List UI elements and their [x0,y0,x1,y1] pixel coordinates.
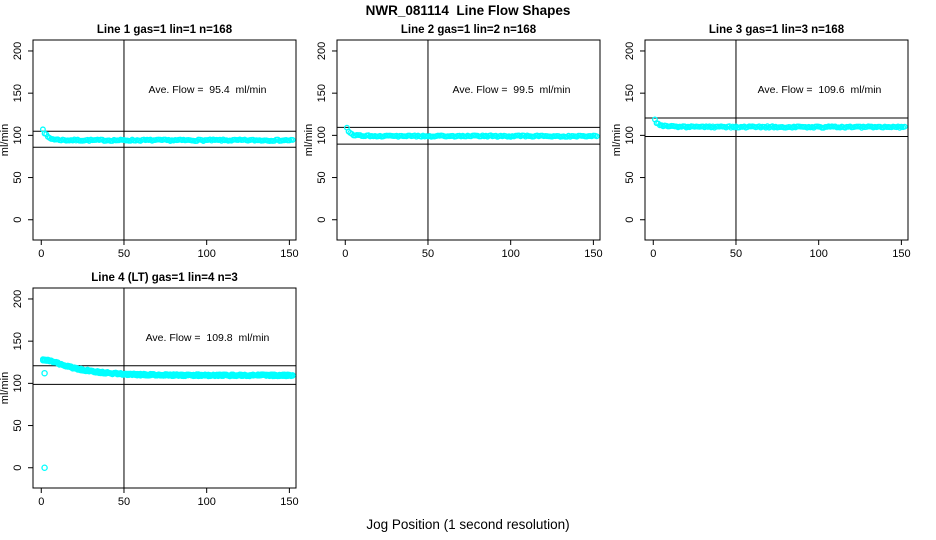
plot3-title: Line 3 gas=1 lin=3 n=168 [708,24,845,36]
plot4-title: Line 4 (LT) gas=1 lin=4 n=3 [91,272,238,284]
plot4-canvas: 0 50 100 150 0 50 100 150 200 ml/min [0,287,299,508]
figure-title: NWR_081114 Line Flow Shapes [365,3,571,18]
svg-text:50: 50 [316,171,328,183]
svg-text:150: 150 [12,84,24,102]
svg-text:100: 100 [12,374,24,392]
plot3-ave-flow-label: Ave. Flow = 109.6 ml/min [757,84,882,96]
svg-text:200: 200 [12,290,24,308]
svg-text:200: 200 [12,42,24,60]
svg-text:0: 0 [316,217,328,223]
svg-text:100: 100 [809,248,827,260]
svg-text:150: 150 [280,248,298,260]
svg-text:200: 200 [316,42,328,60]
svg-text:100: 100 [197,248,215,260]
svg-text:50: 50 [730,248,742,260]
svg-text:0: 0 [38,496,44,508]
svg-text:ml/min: ml/min [304,124,315,156]
svg-text:100: 100 [197,496,215,508]
plot4-ave-flow-label: Ave. Flow = 109.8 ml/min [145,332,270,344]
svg-text:50: 50 [624,171,636,183]
plot1-title: Line 1 gas=1 lin=1 n=168 [96,24,233,36]
plot2-ave-flow-label: Ave. Flow = 99.5 ml/min [452,84,571,96]
svg-text:200: 200 [624,42,636,60]
svg-text:50: 50 [422,248,434,260]
svg-text:150: 150 [584,248,602,260]
svg-text:150: 150 [892,248,910,260]
svg-text:50: 50 [12,171,24,183]
svg-text:100: 100 [624,126,636,144]
svg-text:0: 0 [624,217,636,223]
svg-text:0: 0 [12,217,24,223]
plot3-canvas: 0 50 100 150 0 50 100 150 200 ml/min [612,39,911,260]
series-points [651,116,908,131]
svg-text:150: 150 [12,332,24,350]
figure-xlabel: Jog Position (1 second resolution) [366,517,570,532]
svg-text:150: 150 [316,84,328,102]
svg-text:0: 0 [342,248,348,260]
series-points [39,126,296,144]
svg-text:100: 100 [501,248,519,260]
svg-text:ml/min: ml/min [612,124,623,156]
svg-text:150: 150 [624,84,636,102]
svg-text:50: 50 [12,419,24,431]
series-points [343,124,600,140]
svg-text:50: 50 [118,496,130,508]
svg-text:ml/min: ml/min [0,372,11,404]
plot2-title: Line 2 gas=1 lin=2 n=168 [400,24,537,36]
svg-text:150: 150 [280,496,298,508]
svg-text:100: 100 [12,126,24,144]
svg-text:100: 100 [316,126,328,144]
plot1-canvas: 0 50 100 150 0 50 100 150 200 ml/min [0,39,299,260]
series-points [39,356,296,471]
plot2-canvas: 0 50 100 150 0 50 100 150 200 ml/min [304,39,603,260]
svg-text:ml/min: ml/min [0,124,11,156]
svg-text:0: 0 [650,248,656,260]
plot1-ave-flow-label: Ave. Flow = 95.4 ml/min [148,84,267,96]
svg-text:50: 50 [118,248,130,260]
svg-text:0: 0 [12,465,24,471]
svg-text:0: 0 [38,248,44,260]
